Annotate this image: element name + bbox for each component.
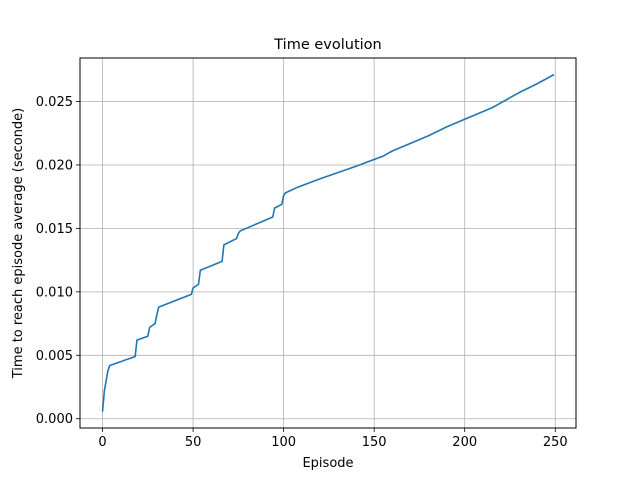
y-tick-label: 0.020 [36, 158, 73, 173]
grid-lines [80, 58, 576, 428]
y-tick-label: 0.025 [36, 95, 73, 110]
x-tick-label: 150 [362, 435, 387, 450]
plot-area [80, 58, 576, 428]
chart-title: Time evolution [273, 37, 381, 53]
x-tick-label: 0 [98, 435, 106, 450]
x-tick-label: 200 [452, 435, 477, 450]
y-axis-ticks: 0.000 0.005 0.010 0.015 0.020 0.025 [36, 95, 80, 427]
series-line [101, 74, 555, 412]
y-tick-label: 0.000 [36, 412, 73, 427]
series-group [101, 74, 555, 412]
x-tick-label: 100 [271, 435, 296, 450]
y-tick-label: 0.010 [36, 285, 73, 300]
x-tick-label: 50 [185, 435, 202, 450]
y-axis-label: Time to reach episode average (seconde) [11, 108, 26, 380]
x-axis-ticks: 0 50 100 150 200 250 [98, 428, 568, 450]
y-tick-label: 0.005 [36, 349, 73, 364]
plot-frame [79, 57, 577, 429]
x-axis-label: Episode [302, 456, 353, 471]
y-tick-label: 0.015 [36, 222, 73, 237]
x-tick-label: 250 [543, 435, 568, 450]
